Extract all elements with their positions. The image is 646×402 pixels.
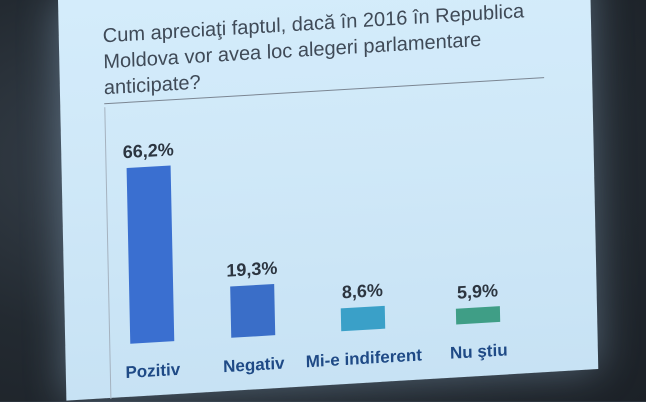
- bar-chart: 66,2% Pozitiv 19,3% Negativ 8,6% Mi-e indifer…: [104, 81, 550, 399]
- category-label: Mi-e indiferent: [306, 345, 423, 371]
- category-label: Pozitiv: [125, 360, 181, 382]
- category-label: Nu ştiu: [450, 340, 508, 362]
- category-label: Negativ: [223, 354, 285, 377]
- bar-chart-svg: 66,2% Pozitiv 19,3% Negativ 8,6% Mi-e indifer…: [123, 139, 508, 382]
- value-label: 19,3%: [226, 258, 277, 281]
- value-label: 66,2%: [123, 139, 174, 162]
- title-line-3: anticipate?: [103, 71, 201, 100]
- projection-screen: Cum apreciaţi faptul, dacă în 2016 în Re…: [58, 0, 599, 401]
- bar-negativ: [230, 283, 276, 338]
- bar-pozitiv: [126, 165, 175, 344]
- value-label: 8,6%: [342, 280, 383, 302]
- value-label: 5,9%: [457, 280, 498, 302]
- bar-mi-e-indiferent: [340, 305, 386, 332]
- bar-nu-tiu: [455, 306, 501, 325]
